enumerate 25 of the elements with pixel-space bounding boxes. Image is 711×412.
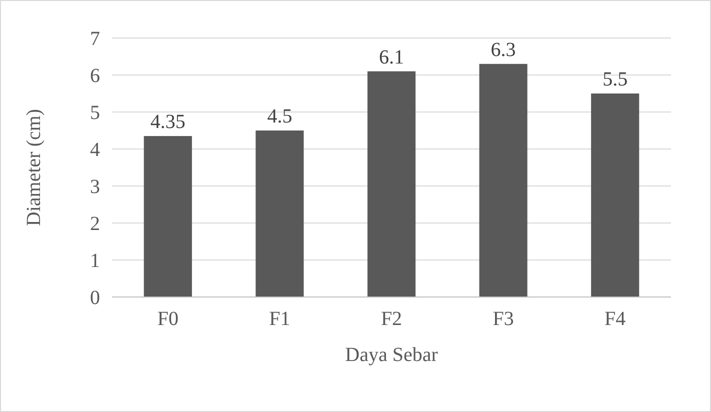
data-label: 6.1 — [379, 46, 404, 68]
x-axis-title: Daya Sebar — [345, 344, 438, 366]
data-label: 5.5 — [602, 68, 628, 90]
y-tick-label: 5 — [90, 102, 100, 124]
data-label: 4.35 — [150, 111, 186, 134]
x-tick-label: F0 — [157, 308, 178, 330]
bar — [479, 64, 528, 297]
data-label: 6.3 — [490, 38, 516, 61]
y-tick-label: 6 — [90, 65, 100, 87]
x-tick-label: F2 — [380, 308, 402, 330]
data-label: 4.5 — [267, 106, 292, 128]
bar — [367, 71, 416, 297]
y-tick-label: 0 — [90, 287, 100, 309]
bar — [591, 94, 640, 297]
y-tick-label: 1 — [90, 250, 100, 272]
x-tick-label: F4 — [604, 308, 626, 330]
y-tick-label: 2 — [90, 213, 100, 235]
bar — [256, 130, 304, 297]
y-axis-title: Diameter (cm) — [23, 108, 45, 226]
y-tick-label: 7 — [90, 28, 100, 50]
y-tick-label: 4 — [90, 139, 100, 161]
y-tick-label: 3 — [90, 176, 100, 198]
x-tick-label: F3 — [492, 308, 514, 330]
bar — [144, 136, 192, 297]
x-tick-label: F1 — [269, 308, 290, 330]
